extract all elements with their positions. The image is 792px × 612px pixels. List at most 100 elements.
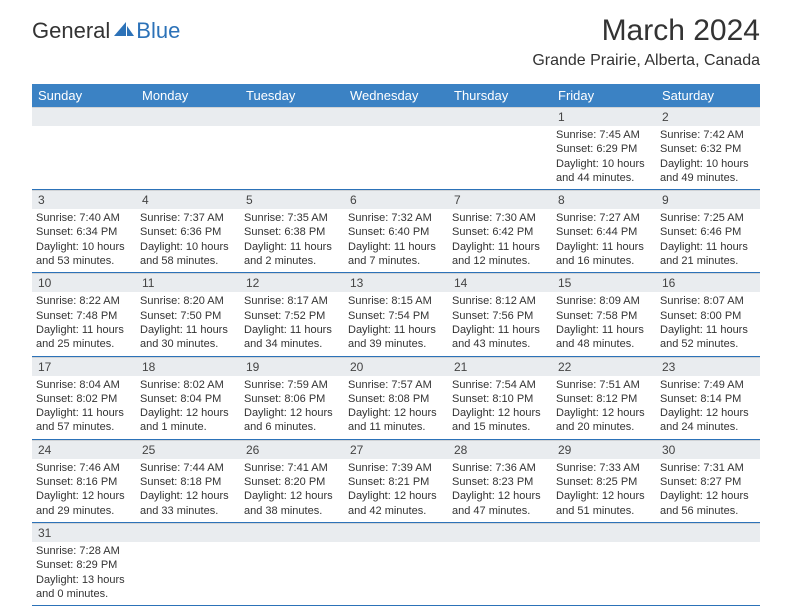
day-number: 28 — [448, 441, 552, 459]
day-cell: Sunrise: 7:51 AMSunset: 8:12 PMDaylight:… — [552, 376, 656, 439]
daynum-row: 12 — [32, 107, 760, 126]
day-cell: Sunrise: 7:36 AMSunset: 8:23 PMDaylight:… — [448, 459, 552, 522]
day-header-row: SundayMondayTuesdayWednesdayThursdayFrid… — [32, 84, 760, 107]
day-number — [32, 108, 136, 126]
sunset-text: Sunset: 8:12 PM — [556, 392, 652, 406]
week-row: Sunrise: 7:45 AMSunset: 6:29 PMDaylight:… — [32, 126, 760, 190]
logo-text-general: General — [32, 18, 110, 44]
sunset-text: Sunset: 8:27 PM — [660, 475, 756, 489]
sunrise-text: Sunrise: 7:25 AM — [660, 211, 756, 225]
day-number: 31 — [32, 524, 136, 542]
day-cell — [552, 542, 656, 605]
sunrise-text: Sunrise: 8:12 AM — [452, 294, 548, 308]
sunset-text: Sunset: 6:42 PM — [452, 225, 548, 239]
day-number: 15 — [552, 274, 656, 292]
sunset-text: Sunset: 8:04 PM — [140, 392, 236, 406]
day-header-cell: Monday — [136, 84, 240, 107]
day-cell: Sunrise: 7:32 AMSunset: 6:40 PMDaylight:… — [344, 209, 448, 272]
sunrise-text: Sunrise: 7:59 AM — [244, 378, 340, 392]
sunset-text: Sunset: 8:16 PM — [36, 475, 132, 489]
day-cell: Sunrise: 8:02 AMSunset: 8:04 PMDaylight:… — [136, 376, 240, 439]
day-number: 11 — [136, 274, 240, 292]
sunrise-text: Sunrise: 8:04 AM — [36, 378, 132, 392]
day-cell — [344, 542, 448, 605]
day-number: 8 — [552, 191, 656, 209]
daylight-text: Daylight: 12 hours and 33 minutes. — [140, 489, 236, 518]
sunrise-text: Sunrise: 7:30 AM — [452, 211, 548, 225]
day-cell: Sunrise: 8:12 AMSunset: 7:56 PMDaylight:… — [448, 292, 552, 355]
day-cell: Sunrise: 8:07 AMSunset: 8:00 PMDaylight:… — [656, 292, 760, 355]
daylight-text: Daylight: 10 hours and 44 minutes. — [556, 157, 652, 186]
daynum-row: 17181920212223 — [32, 357, 760, 376]
day-cell: Sunrise: 7:42 AMSunset: 6:32 PMDaylight:… — [656, 126, 760, 189]
sunrise-text: Sunrise: 8:09 AM — [556, 294, 652, 308]
sunset-text: Sunset: 8:21 PM — [348, 475, 444, 489]
day-header-cell: Tuesday — [240, 84, 344, 107]
day-number: 24 — [32, 441, 136, 459]
day-number — [448, 108, 552, 126]
daynum-row: 3456789 — [32, 190, 760, 209]
sunset-text: Sunset: 8:10 PM — [452, 392, 548, 406]
sunset-text: Sunset: 8:20 PM — [244, 475, 340, 489]
day-cell: Sunrise: 7:35 AMSunset: 6:38 PMDaylight:… — [240, 209, 344, 272]
sunrise-text: Sunrise: 7:40 AM — [36, 211, 132, 225]
day-cell — [240, 542, 344, 605]
day-cell: Sunrise: 7:45 AMSunset: 6:29 PMDaylight:… — [552, 126, 656, 189]
logo-text-blue: Blue — [136, 18, 180, 44]
day-number: 3 — [32, 191, 136, 209]
daynum-row: 10111213141516 — [32, 273, 760, 292]
daylight-text: Daylight: 11 hours and 21 minutes. — [660, 240, 756, 269]
day-number: 4 — [136, 191, 240, 209]
sunset-text: Sunset: 7:54 PM — [348, 309, 444, 323]
day-number: 5 — [240, 191, 344, 209]
sunrise-text: Sunrise: 7:54 AM — [452, 378, 548, 392]
day-cell — [136, 126, 240, 189]
day-header-cell: Friday — [552, 84, 656, 107]
day-number — [656, 524, 760, 542]
week-row: Sunrise: 7:40 AMSunset: 6:34 PMDaylight:… — [32, 209, 760, 273]
sunrise-text: Sunrise: 7:35 AM — [244, 211, 340, 225]
day-header-cell: Thursday — [448, 84, 552, 107]
sunset-text: Sunset: 8:08 PM — [348, 392, 444, 406]
day-cell: Sunrise: 7:49 AMSunset: 8:14 PMDaylight:… — [656, 376, 760, 439]
day-number: 27 — [344, 441, 448, 459]
day-number: 7 — [448, 191, 552, 209]
sunrise-text: Sunrise: 7:57 AM — [348, 378, 444, 392]
day-cell: Sunrise: 8:04 AMSunset: 8:02 PMDaylight:… — [32, 376, 136, 439]
daylight-text: Daylight: 12 hours and 56 minutes. — [660, 489, 756, 518]
header: General Blue March 2024 Grande Prairie, … — [0, 0, 792, 78]
sunrise-text: Sunrise: 8:15 AM — [348, 294, 444, 308]
day-number: 22 — [552, 358, 656, 376]
sunrise-text: Sunrise: 7:31 AM — [660, 461, 756, 475]
day-number: 10 — [32, 274, 136, 292]
day-number: 19 — [240, 358, 344, 376]
sunset-text: Sunset: 8:29 PM — [36, 558, 132, 572]
daylight-text: Daylight: 11 hours and 25 minutes. — [36, 323, 132, 352]
sunrise-text: Sunrise: 8:22 AM — [36, 294, 132, 308]
page-title: March 2024 — [602, 14, 760, 48]
day-number — [240, 524, 344, 542]
day-number: 14 — [448, 274, 552, 292]
calendar: SundayMondayTuesdayWednesdayThursdayFrid… — [32, 84, 760, 606]
day-number: 17 — [32, 358, 136, 376]
daylight-text: Daylight: 11 hours and 16 minutes. — [556, 240, 652, 269]
day-number: 29 — [552, 441, 656, 459]
day-cell: Sunrise: 7:31 AMSunset: 8:27 PMDaylight:… — [656, 459, 760, 522]
sunrise-text: Sunrise: 7:39 AM — [348, 461, 444, 475]
sunset-text: Sunset: 6:32 PM — [660, 142, 756, 156]
daylight-text: Daylight: 10 hours and 53 minutes. — [36, 240, 132, 269]
day-cell: Sunrise: 8:20 AMSunset: 7:50 PMDaylight:… — [136, 292, 240, 355]
day-cell: Sunrise: 7:30 AMSunset: 6:42 PMDaylight:… — [448, 209, 552, 272]
day-number: 20 — [344, 358, 448, 376]
day-number: 2 — [656, 108, 760, 126]
week-row: Sunrise: 7:28 AMSunset: 8:29 PMDaylight:… — [32, 542, 760, 606]
daylight-text: Daylight: 11 hours and 34 minutes. — [244, 323, 340, 352]
day-number: 30 — [656, 441, 760, 459]
location-subtitle: Grande Prairie, Alberta, Canada — [532, 52, 760, 70]
day-number: 1 — [552, 108, 656, 126]
day-number: 25 — [136, 441, 240, 459]
sunrise-text: Sunrise: 7:44 AM — [140, 461, 236, 475]
sunset-text: Sunset: 8:02 PM — [36, 392, 132, 406]
day-number — [240, 108, 344, 126]
day-cell: Sunrise: 8:22 AMSunset: 7:48 PMDaylight:… — [32, 292, 136, 355]
